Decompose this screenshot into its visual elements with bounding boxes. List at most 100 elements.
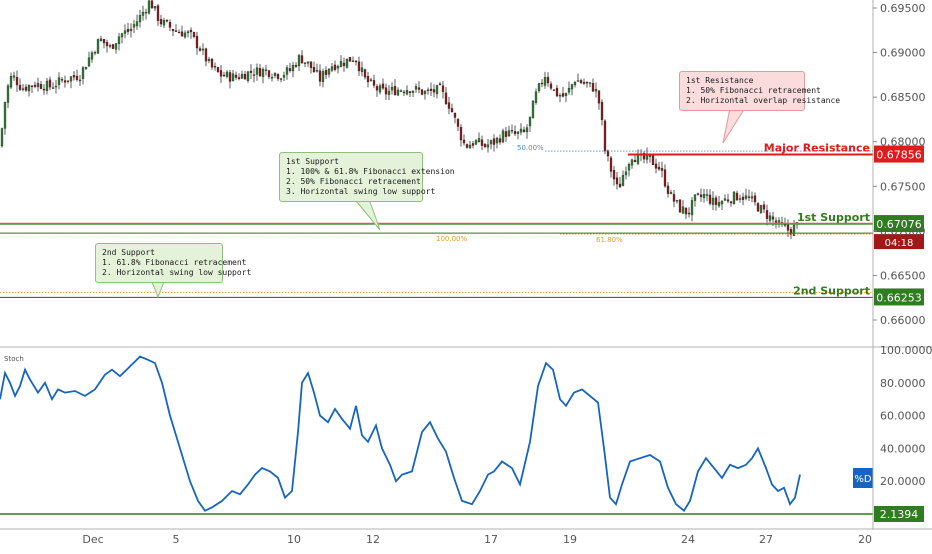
candle-body: [570, 84, 574, 90]
candle-body: [546, 76, 550, 84]
candle-body: [699, 194, 703, 198]
x-tick-label: 27: [759, 533, 773, 546]
candle-body: [591, 83, 595, 92]
price-tick-label: 0.66500: [880, 269, 926, 282]
x-tick-label: 19: [563, 533, 577, 546]
candle-body: [777, 220, 781, 223]
candle-body: [660, 168, 664, 171]
candle-body: [357, 61, 361, 72]
candle-body: [471, 143, 475, 146]
candle-body: [741, 196, 745, 200]
candle-body: [174, 30, 178, 32]
candle-body: [477, 138, 481, 143]
candle-body: [402, 91, 406, 94]
stoch-panel[interactable]: 2.1394 %D: [0, 355, 924, 522]
candle-body: [249, 70, 253, 73]
candle-body: [366, 76, 370, 83]
candle-body: [30, 85, 34, 88]
candle-body: [54, 85, 58, 88]
candle-body: [354, 60, 358, 63]
candle-body: [522, 129, 526, 132]
candle-body: [627, 164, 631, 171]
candle-body: [513, 131, 517, 135]
candle-body: [219, 70, 223, 77]
candle-body: [144, 11, 148, 14]
candle-body: [288, 68, 292, 71]
candle-body: [576, 80, 580, 82]
candle-body: [681, 206, 685, 214]
candle-body: [768, 215, 772, 221]
candle-body: [432, 89, 436, 93]
candle-body: [42, 88, 46, 91]
candle-body: [684, 207, 688, 215]
candle-body: [330, 66, 334, 71]
candle-body: [450, 108, 454, 113]
candle-body: [276, 74, 280, 79]
candle-body: [183, 32, 187, 38]
candle-body: [99, 38, 103, 42]
candle-body: [384, 87, 388, 95]
candle-body: [48, 79, 52, 88]
candle-body: [399, 90, 403, 92]
candle-body: [162, 20, 166, 26]
candle-body: [342, 62, 346, 66]
candle-body: [273, 72, 277, 76]
candle-body: [279, 78, 283, 80]
candle-body: [444, 92, 448, 105]
candle-body: [483, 144, 487, 148]
candle-body: [756, 203, 760, 212]
candle-body: [723, 198, 727, 201]
candle-body: [561, 93, 565, 97]
candle-body: [447, 102, 451, 109]
stoch-tick-label: 60.0000: [880, 410, 926, 423]
candle-body: [231, 73, 235, 82]
candle-body: [558, 95, 562, 97]
candle-body: [663, 169, 667, 187]
candle-body: [381, 83, 385, 89]
candle-body: [267, 70, 271, 77]
candle-body: [228, 72, 232, 82]
price-panel[interactable]: 50.00% 100.00% 61.80% Major Resistance 0.678…: [0, 0, 924, 306]
candle-body: [600, 101, 604, 121]
candle-body: [762, 204, 766, 210]
candle-body: [9, 75, 13, 88]
candle-body: [492, 138, 496, 145]
candle-body: [375, 86, 379, 91]
note-title: 1st Support: [286, 157, 339, 166]
candle-body: [198, 48, 202, 51]
candle-body: [543, 77, 547, 86]
candle-body: [624, 171, 628, 176]
candle-body: [657, 166, 661, 170]
price-tick-label: 0.66000: [880, 314, 926, 327]
candle-body: [66, 80, 70, 82]
note-1st-resistance: 1st Resistance 1. 50% Fibonacci retracem…: [679, 71, 840, 111]
candle-body: [348, 57, 352, 62]
candle-body: [39, 84, 43, 89]
candle-body: [24, 86, 28, 91]
candle-body: [243, 74, 247, 80]
candle-body: [177, 31, 181, 34]
candle-body: [333, 64, 337, 70]
stoch-title: Stoch: [4, 355, 24, 363]
candle-body: [189, 29, 193, 33]
candle-body: [117, 36, 121, 45]
candle-body: [195, 35, 199, 49]
candle-body: [141, 11, 145, 16]
stoch-tick-label: 40.0000: [880, 442, 926, 455]
candle-body: [318, 70, 322, 82]
candle-body: [21, 88, 25, 90]
candle-body: [411, 90, 415, 93]
x-tick-label: 12: [366, 533, 380, 546]
countdown-text: 04:18: [885, 238, 914, 249]
candle-body: [531, 100, 535, 119]
level-name: Major Resistance: [764, 142, 870, 155]
countdown-badge: [874, 234, 924, 250]
callout-pointer: [351, 195, 381, 231]
price-tick-label: 0.68000: [880, 136, 926, 149]
candle-body: [786, 224, 790, 231]
candle-body: [750, 196, 754, 199]
price-tick-label: 0.69000: [880, 47, 926, 60]
candle-body: [606, 150, 610, 157]
candle-body: [744, 195, 748, 199]
candle-body: [621, 175, 625, 186]
